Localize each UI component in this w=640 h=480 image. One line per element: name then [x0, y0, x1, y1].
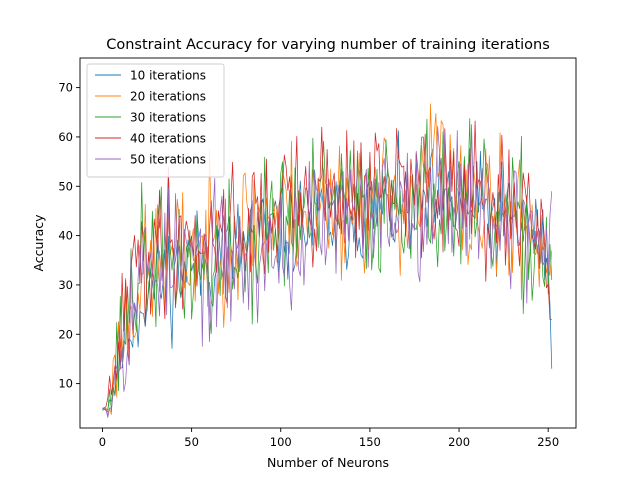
- y-tick-label: 30: [58, 278, 73, 292]
- series-line-1: [102, 130, 553, 410]
- legend: 10 iterations 20 iterations 30 iterations 4…: [86, 63, 225, 178]
- x-tick-label: 150: [359, 435, 381, 449]
- x-tick-label: 200: [448, 435, 470, 449]
- x-axis-label: Number of Neurons: [267, 455, 389, 470]
- y-tick-label: 20: [58, 327, 73, 341]
- legend-label: 10 iterations: [130, 69, 206, 83]
- y-tick-label: 70: [58, 81, 73, 95]
- y-tick-label: 50: [58, 179, 73, 193]
- series-line-5: [102, 124, 553, 418]
- legend-box: [86, 63, 225, 178]
- legend-label: 50 iterations: [130, 153, 206, 167]
- legend-label: 20 iterations: [130, 90, 206, 104]
- x-tick-label: 100: [270, 435, 292, 449]
- x-tick-label: 250: [537, 435, 559, 449]
- series-line-3: [102, 118, 553, 413]
- x-tick-label: 0: [99, 435, 106, 449]
- plot-area: [79, 57, 577, 429]
- y-axis-label: Accuracy: [31, 214, 46, 272]
- y-axis: 10 20 30 40 50 60 70: [58, 81, 80, 391]
- x-axis: 0 50 100 150 200 250: [99, 428, 559, 449]
- y-tick-label: 60: [58, 130, 73, 144]
- legend-label: 30 iterations: [130, 111, 206, 125]
- y-tick-label: 40: [58, 229, 73, 243]
- chart-title: Constraint Accuracy for varying number o…: [106, 37, 550, 53]
- plot-frame: [79, 57, 577, 429]
- y-tick-label: 10: [58, 377, 73, 391]
- legend-label: 40 iterations: [130, 132, 206, 146]
- x-tick-label: 50: [184, 435, 199, 449]
